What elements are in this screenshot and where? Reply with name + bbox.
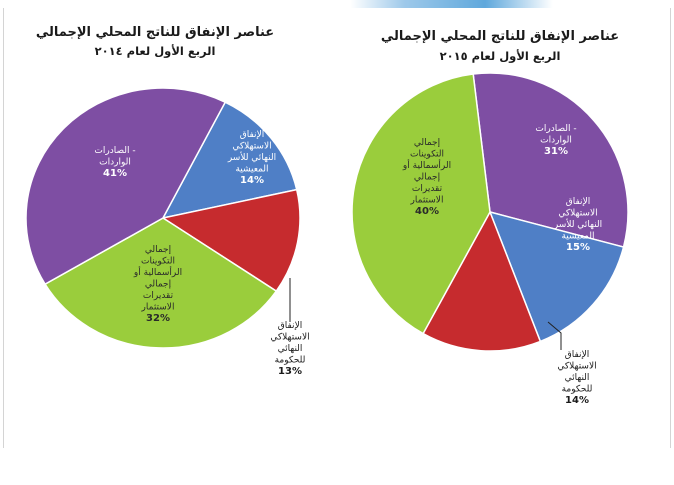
chart-2015-slice-3 [351, 73, 491, 335]
chart-2014-slice-label-1: الإنفاق الاستهلاكي النهائي للحكومة 13% [270, 321, 309, 377]
chart-2014-slice-label-0: الإنفاق الاستهلاكي النهائي للأسر المعيشية 14… [227, 130, 276, 186]
chart-2015-slice-2 [422, 210, 542, 352]
chart-2015-leader-line-2 [547, 321, 562, 350]
chart-2014-subtitle: الربع الأول لعام ٢٠١٤ [95, 44, 216, 59]
chart-2014-slice-3 [25, 87, 227, 286]
chart-2014-slice-label-3: الصادرات -الواردات 41% [94, 146, 135, 179]
chart-2015-slice-label-2: الإنفاق الاستهلاكي النهائي للحكومة 14% [557, 350, 596, 406]
chart-2014-slice-2 [44, 217, 278, 349]
chart-2015-slice-1 [488, 210, 625, 343]
chart-2015-subtitle: الربع الأول لعام ٢٠١٥ [440, 49, 561, 64]
chart-2015-slice-value-1: 15% [566, 242, 590, 253]
chart-2014: عناصر الإنفاق للناتج المحلي الإجمالي الر… [25, 25, 310, 377]
top-decorative-bar [0, 0, 674, 8]
chart-2015-slice-label-0: الصادرات -الواردات 31% [535, 124, 576, 157]
chart-2014-slice-0 [161, 101, 298, 220]
chart-2014-slice-label-2: إجمالي التكوينات الرأسمالية أو إجمالي تقديرا… [133, 245, 182, 324]
chart-2015-slice-0 [472, 72, 629, 248]
chart-2015: عناصر الإنفاق للناتج المحلي الإجمالي الر… [351, 29, 629, 406]
chart-2014-title: عناصر الإنفاق للناتج المحلي الإجمالي [36, 25, 274, 40]
chart-2014-labels: الإنفاق الاستهلاكي النهائي للأسر المعيشية 14… [94, 130, 309, 377]
chart-2014-slice-value-0: 14% [240, 175, 264, 186]
chart-2014-slice-value-1: 13% [278, 366, 302, 377]
chart-2015-slices [351, 72, 629, 352]
chart-2015-title: عناصر الإنفاق للناتج المحلي الإجمالي [381, 29, 619, 44]
chart-2014-slice-value-3: 41% [103, 168, 127, 179]
chart-2014-slice-1 [161, 188, 301, 293]
chart-2015-slice-label-3: إجمالي التكوينات الرأسمالية أو إجمالي تقديرا… [402, 138, 451, 217]
chart-2015-slice-value-3: 40% [415, 206, 439, 217]
chart-2015-slice-label-1: الإنفاق الاستهلاكي النهائي للأسر المعيشية 15… [553, 197, 602, 253]
chart-2015-slice-value-2: 14% [565, 395, 589, 406]
chart-2014-slice-value-2: 32% [146, 313, 170, 324]
chart-2015-slice-value-0: 31% [544, 146, 568, 157]
chart-2015-labels: الصادرات -الواردات 31% الإنفاق الاستهلاكي ال… [402, 124, 602, 406]
chart-2014-slices [25, 87, 301, 349]
